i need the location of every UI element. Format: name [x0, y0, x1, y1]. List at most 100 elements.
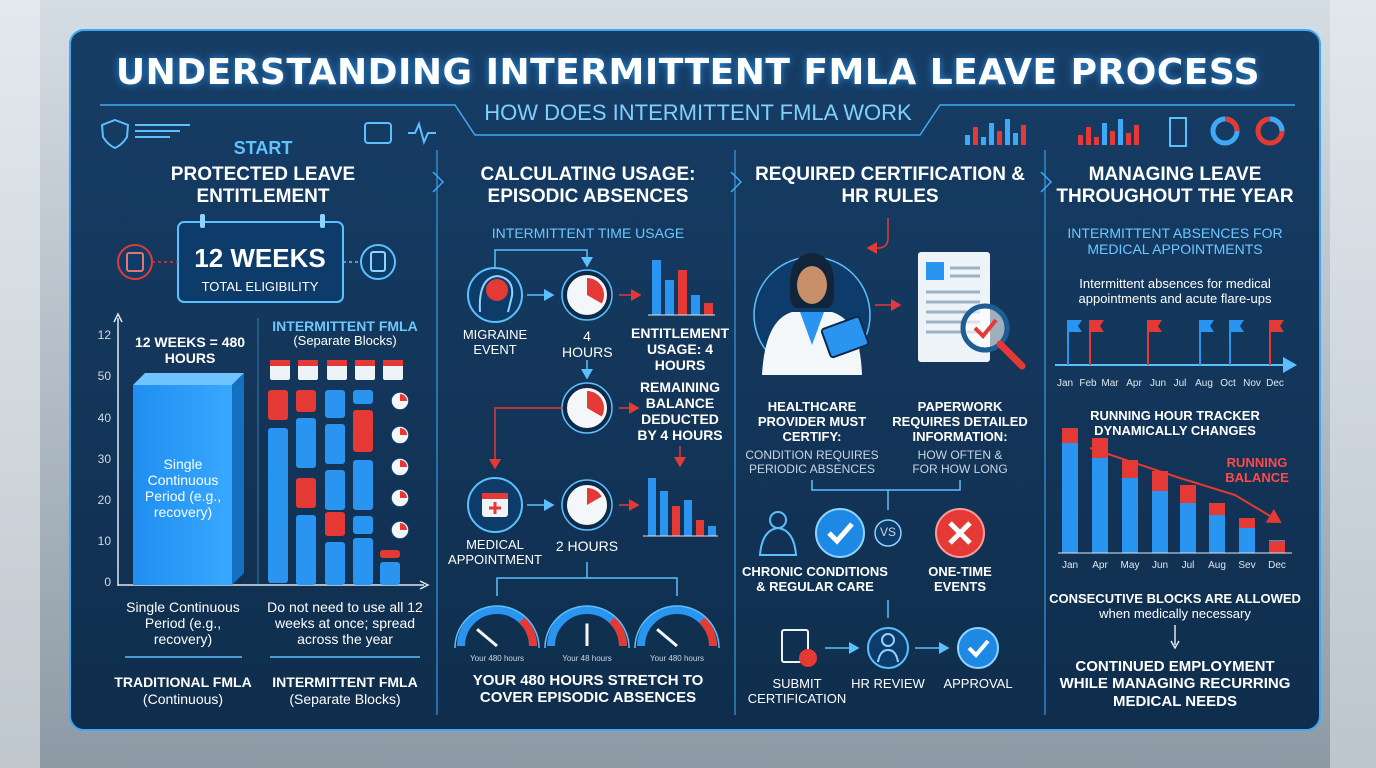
month-label: Dec: [1266, 378, 1284, 389]
flow: [494, 249, 593, 268]
person: [877, 633, 899, 663]
running-balance-label: RUNNING BALANCE: [1225, 455, 1289, 485]
flow: [496, 562, 678, 596]
leave-block: [353, 516, 373, 534]
leave-block: [353, 410, 373, 452]
month-label: Jul: [1173, 378, 1187, 389]
step-label: ENTITLEMENT USAGE: 4 HOURS: [631, 325, 729, 374]
flag: [1230, 320, 1244, 332]
tracker-bar-red: [1239, 518, 1255, 528]
kit-icon: [364, 122, 392, 144]
donut-icon: [1269, 116, 1285, 132]
month-label: Oct: [1220, 378, 1236, 389]
bar-side: [232, 373, 244, 585]
mini-bar: [1118, 119, 1123, 145]
y-axis-label: 12: [97, 328, 111, 342]
step-label: PAPERWORK REQUIRES DETAILED INFORMATION:: [892, 399, 1028, 444]
gauge-red: [699, 617, 718, 647]
nurse-icon: [758, 511, 798, 556]
month-label: Jun: [1151, 560, 1169, 571]
cross: [489, 502, 501, 514]
gauge-label: Your 48 hours: [562, 654, 612, 663]
tracker-bar: [1092, 458, 1108, 553]
tablet: [820, 315, 870, 359]
check: [973, 318, 998, 339]
flag: [1148, 320, 1162, 332]
leave-block: [268, 390, 288, 420]
usage-bar: [652, 260, 661, 315]
highlight-value: 12 WEEKS: [194, 243, 326, 273]
gauge-frame: [634, 605, 720, 649]
axis-arrow: [113, 312, 123, 323]
subtitle: HOW DOES INTERMITTENT FMLA WORK: [484, 100, 912, 125]
mini-bar: [981, 137, 986, 145]
brain-icon: [486, 279, 508, 301]
leave-block: [296, 418, 316, 468]
check: [827, 522, 854, 545]
bar-label: Single Continuous Period (e.g., recovery…: [144, 456, 222, 521]
description: Intermittent absences for medical appoin…: [1078, 276, 1272, 306]
doctor-scrubs: [800, 312, 824, 345]
mini-bar: [997, 131, 1002, 145]
bar-note: 12 WEEKS = 480 HOURS: [134, 334, 246, 367]
footer-note: (Separate Blocks): [289, 691, 401, 707]
vs-circle: [874, 519, 902, 547]
leave-block: [325, 424, 345, 464]
check-circle: [957, 627, 999, 669]
gauge-red: [519, 617, 538, 647]
step-label: MEDICAL APPOINTMENT: [448, 537, 542, 567]
form-icon: [781, 629, 809, 663]
step-label: REMAINING BALANCE DEDUCTED BY 4 HOURS: [637, 379, 723, 444]
month-label: Jan: [1056, 378, 1074, 389]
clock-wedge: [400, 428, 407, 435]
footer-note: (Continuous): [142, 691, 224, 707]
doctor-face: [797, 266, 827, 304]
y-axis-label: 40: [97, 411, 111, 425]
magnifier-handle: [996, 340, 1026, 370]
usage-bar: [678, 270, 687, 315]
mini-bar: [1126, 133, 1131, 145]
check: [967, 639, 990, 658]
mini-bar: [1110, 131, 1115, 145]
calendar-top: [482, 493, 508, 499]
leave-block: [353, 390, 373, 404]
clock-ring: [561, 479, 613, 531]
usage-bar: [691, 295, 700, 315]
divider-chevron: [1040, 171, 1053, 193]
window: [1330, 0, 1376, 768]
divider-chevron: [730, 171, 743, 193]
leave-block: [296, 390, 316, 412]
clock-wedge: [587, 278, 604, 304]
gauge-needle: [476, 628, 498, 648]
tracker-bar-red: [1122, 460, 1138, 478]
clock-wedge: [400, 523, 407, 530]
process-step: SUBMIT CERTIFICATION: [747, 676, 847, 706]
mini-bar: [1094, 137, 1099, 145]
mini-bar: [1021, 125, 1026, 145]
leave-block: [380, 550, 400, 558]
leave-block: [380, 562, 400, 585]
month-label: Nov: [1243, 378, 1261, 389]
check-circle: [815, 508, 865, 558]
process-step: APPROVAL: [943, 676, 1013, 691]
continuous-bar: [133, 385, 232, 585]
blocks-subtitle: (Separate Blocks): [293, 333, 397, 348]
head-icon: [478, 274, 514, 313]
month-label: Mar: [1101, 378, 1119, 389]
month-label: Dec: [1268, 560, 1286, 571]
leave-block: [268, 428, 288, 583]
axis-arrow: [419, 580, 430, 590]
building-icon: [1169, 117, 1187, 147]
leave-block: [325, 470, 345, 510]
month-label: May: [1120, 560, 1140, 571]
section-title: REQUIRED CERTIFICATION & HR RULES: [755, 164, 1025, 207]
gauge-label: Your 480 hours: [650, 654, 704, 663]
leave-block: [353, 538, 373, 585]
month-label: Apr: [1126, 378, 1142, 389]
y-axis-label: 30: [97, 452, 111, 466]
vs-label: VS: [879, 525, 896, 539]
usage-bar: [704, 303, 713, 315]
